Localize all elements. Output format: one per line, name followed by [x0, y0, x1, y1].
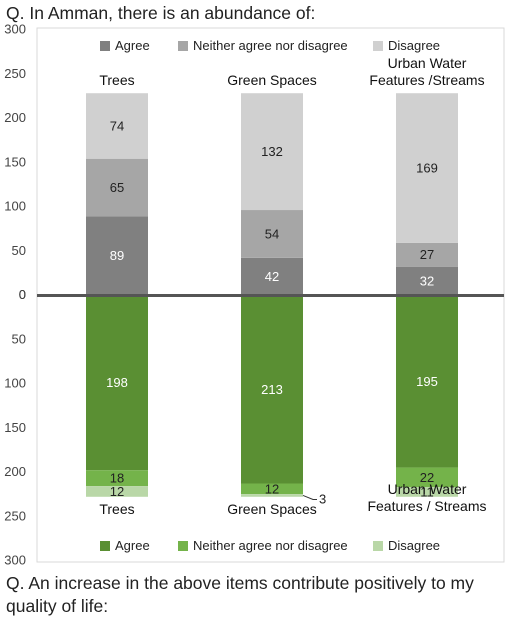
upper-legend: Agree Neither agree nor disagree Disagree — [100, 38, 440, 53]
upper-y-tick-label: 50 — [12, 243, 26, 258]
callout-leader-line — [302, 494, 317, 500]
upper-value-label: 132 — [261, 144, 283, 159]
lower-value-label: 195 — [416, 374, 438, 389]
upper-legend-label: Disagree — [388, 38, 440, 53]
lower-bar-segment — [241, 483, 303, 495]
upper-legend-swatch — [178, 41, 188, 51]
lower-category-label: Urban Water — [388, 481, 467, 497]
lower-value-label: 3 — [319, 491, 326, 506]
upper-bar-segment — [241, 210, 303, 258]
upper-value-label: 65 — [110, 180, 124, 195]
lower-legend-label: Disagree — [388, 538, 440, 553]
lower-bar-segment — [86, 470, 148, 487]
lower-value-label: 11 — [420, 484, 434, 499]
lower-value-label: 22 — [420, 470, 434, 485]
lower-bar-segment — [86, 295, 148, 471]
lower-y-tick-label: 300 — [4, 553, 26, 568]
upper-bars: 89 65 74 42 54 132 32 27 169 — [86, 93, 458, 295]
upper-category-label: Green Spaces — [227, 72, 317, 88]
lower-y-tick-label: 100 — [4, 376, 26, 391]
upper-bar-segment — [86, 216, 148, 295]
lower-bar-segment — [86, 486, 148, 497]
upper-value-label: 27 — [420, 247, 434, 262]
upper-y-tick-label: 300 — [4, 22, 26, 37]
upper-value-label: 169 — [416, 161, 438, 176]
upper-legend-label: Agree — [115, 38, 150, 53]
upper-y-tick-label: 200 — [4, 110, 26, 125]
upper-y-tick-label: 250 — [4, 66, 26, 81]
lower-y-tick-label: 200 — [4, 464, 26, 479]
lower-legend-label: Neither agree nor disagree — [193, 538, 348, 553]
upper-bar-segment — [396, 242, 458, 267]
small-value-callout: 3 — [302, 491, 326, 506]
upper-bar-segment — [241, 93, 303, 211]
upper-bar-segment — [86, 93, 148, 159]
lower-category-label: Green Spaces — [227, 501, 317, 517]
lower-legend-swatch — [100, 541, 110, 551]
upper-value-label: 32 — [420, 273, 434, 288]
lower-legend-swatch — [178, 541, 188, 551]
lower-y-tick-label: 250 — [4, 508, 26, 523]
upper-value-label: 89 — [110, 248, 124, 263]
lower-bar-segment — [241, 295, 303, 484]
upper-y-tick-label: 150 — [4, 154, 26, 169]
lower-bar-segment — [396, 295, 458, 468]
upper-value-label: 54 — [265, 226, 279, 241]
lower-value-label: 12 — [110, 484, 124, 499]
upper-value-label: 74 — [110, 118, 124, 133]
upper-y-tick-label: 0 — [19, 287, 26, 302]
lower-legend-swatch — [373, 541, 383, 551]
upper-legend-label: Neither agree nor disagree — [193, 38, 348, 53]
bottom-question-title: Q. An increase in the above items contri… — [6, 573, 474, 616]
lower-category-label: Trees — [99, 501, 134, 517]
lower-value-label: 12 — [265, 481, 279, 496]
lower-value-label: 213 — [261, 382, 283, 397]
upper-legend-swatch — [100, 41, 110, 51]
lower-value-label: 18 — [110, 471, 124, 486]
lower-y-axis: 0 50 100 150 200 250 300 — [4, 287, 26, 568]
upper-bar-segment — [396, 93, 458, 243]
lower-legend: Agree Neither agree nor disagree Disagree — [100, 538, 440, 553]
upper-category-label: Features /Streams — [369, 72, 484, 88]
lower-legend-label: Agree — [115, 538, 150, 553]
upper-y-axis: 0 50 100 150 200 250 300 — [4, 22, 26, 303]
upper-bar-segment — [241, 257, 303, 295]
upper-y-tick-label: 100 — [4, 199, 26, 214]
upper-category-label: Urban Water — [388, 55, 467, 71]
lower-bar-segment — [396, 487, 458, 497]
lower-y-tick-label: 0 — [19, 287, 26, 302]
upper-value-label: 42 — [265, 269, 279, 284]
lower-category-label: Features / Streams — [367, 498, 486, 514]
lower-y-tick-label: 50 — [12, 331, 26, 346]
upper-legend-swatch — [373, 41, 383, 51]
upper-bar-segment — [86, 158, 148, 217]
lower-y-tick-label: 150 — [4, 420, 26, 435]
top-question-title: Q. In Amman, there is an abundance of: — [6, 3, 316, 23]
upper-category-label: Trees — [99, 72, 134, 88]
lower-bar-segment — [241, 494, 303, 497]
lower-bar-segment — [396, 467, 458, 488]
lower-value-label: 198 — [106, 375, 128, 390]
upper-bar-segment — [396, 266, 458, 295]
